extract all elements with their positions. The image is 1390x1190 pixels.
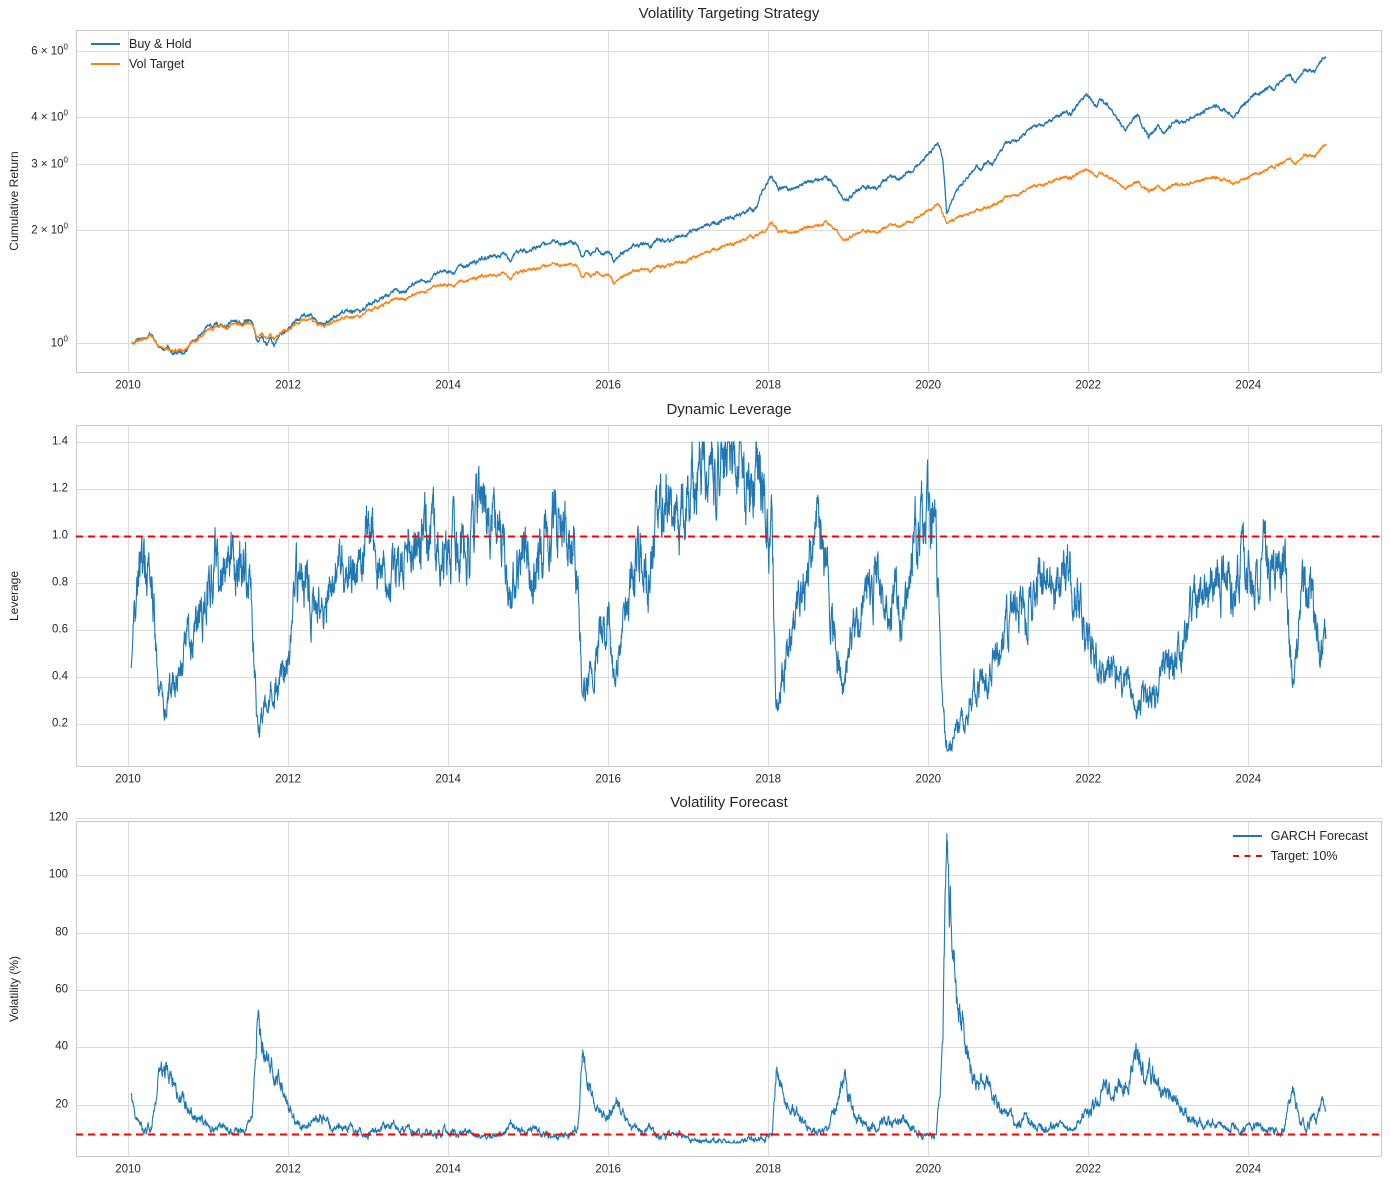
x-tick-label: 2022 bbox=[1075, 773, 1102, 786]
x-tick-label: 2010 bbox=[115, 379, 141, 392]
x-tick-label: 2012 bbox=[275, 773, 301, 786]
x-tick-label: 2020 bbox=[915, 773, 942, 786]
y-axis-label-volatility: Volatility (%) bbox=[7, 955, 21, 1023]
x-tick-label: 2012 bbox=[275, 379, 301, 392]
y-axis-label-cumulative-return: Cumulative Return bbox=[7, 151, 21, 251]
legend-returns: Buy & Hold Vol Target bbox=[91, 37, 192, 71]
line-swatch-garch-forecast bbox=[1232, 835, 1262, 837]
y-tick-label: 1.4 bbox=[52, 435, 68, 448]
legend-label-vol-target: Vol Target bbox=[129, 57, 185, 71]
legend-item-vol-target: Vol Target bbox=[91, 57, 192, 71]
x-tick-label: 2016 bbox=[595, 379, 621, 392]
x-tick-label: 2016 bbox=[595, 1163, 621, 1176]
y-tick-label: 0.8 bbox=[52, 576, 68, 589]
x-tick-label: 2024 bbox=[1235, 379, 1262, 392]
y-tick-label: 0.2 bbox=[52, 717, 68, 730]
legend-item-target-10: Target: 10% bbox=[1232, 849, 1368, 863]
x-tick-label: 2018 bbox=[755, 1163, 781, 1176]
line-swatch-target-10 bbox=[1232, 855, 1262, 857]
y-tick-label: 120 bbox=[48, 811, 68, 824]
x-tick-label: 2024 bbox=[1235, 773, 1262, 786]
legend-label-garch-forecast: GARCH Forecast bbox=[1270, 829, 1368, 843]
y-tick-label: 4 × 100 bbox=[31, 108, 68, 124]
x-tick-label: 2012 bbox=[275, 1163, 301, 1176]
y-tick-label: 60 bbox=[55, 983, 68, 996]
x-tick-label: 2010 bbox=[115, 773, 141, 786]
y-tick-label: 6 × 100 bbox=[31, 42, 68, 58]
y-tick-label: 100 bbox=[48, 868, 68, 881]
x-tick-label: 2014 bbox=[435, 1163, 461, 1176]
line-swatch-vol-target bbox=[91, 63, 120, 65]
y-tick-label: 3 × 100 bbox=[31, 155, 68, 171]
legend-label-target-10: Target: 10% bbox=[1270, 849, 1338, 863]
y-tick-label: 2 × 100 bbox=[31, 221, 68, 237]
y-tick-label: 40 bbox=[55, 1040, 68, 1053]
x-tick-label: 2010 bbox=[115, 1163, 141, 1176]
x-tick-label: 2016 bbox=[595, 773, 621, 786]
chart-title-volatility-forecast: Volatility Forecast bbox=[670, 794, 788, 811]
x-tick-label: 2024 bbox=[1235, 1163, 1262, 1176]
y-axis-label-leverage: Leverage bbox=[7, 570, 21, 622]
legend-item-buy-and-hold: Buy & Hold bbox=[91, 37, 192, 51]
x-tick-label: 2018 bbox=[755, 379, 781, 392]
line-swatch-buy-and-hold bbox=[91, 43, 120, 45]
y-tick-label: 0.6 bbox=[52, 623, 68, 636]
legend-volatility: GARCH Forecast Target: 10% bbox=[1232, 829, 1368, 863]
y-tick-label: 20 bbox=[55, 1098, 68, 1111]
legend-item-garch-forecast: GARCH Forecast bbox=[1232, 829, 1368, 843]
x-tick-label: 2020 bbox=[915, 1163, 942, 1176]
legend-label-buy-and-hold: Buy & Hold bbox=[129, 37, 192, 51]
y-tick-label: 80 bbox=[55, 926, 68, 939]
y-tick-label: 1.0 bbox=[52, 529, 68, 542]
y-tick-label: 0.4 bbox=[52, 670, 68, 683]
x-tick-label: 2022 bbox=[1075, 1163, 1102, 1176]
chart-title-dynamic-leverage: Dynamic Leverage bbox=[666, 401, 792, 418]
x-tick-label: 2022 bbox=[1075, 379, 1102, 392]
y-tick-label: 100 bbox=[50, 334, 68, 350]
chart-title-cumulative-return: Volatility Targeting Strategy bbox=[638, 5, 820, 22]
x-tick-label: 2018 bbox=[755, 773, 781, 786]
x-tick-label: 2014 bbox=[435, 379, 461, 392]
y-tick-label: 1.2 bbox=[52, 482, 68, 495]
x-tick-label: 2020 bbox=[915, 379, 942, 392]
x-tick-label: 2014 bbox=[435, 773, 461, 786]
